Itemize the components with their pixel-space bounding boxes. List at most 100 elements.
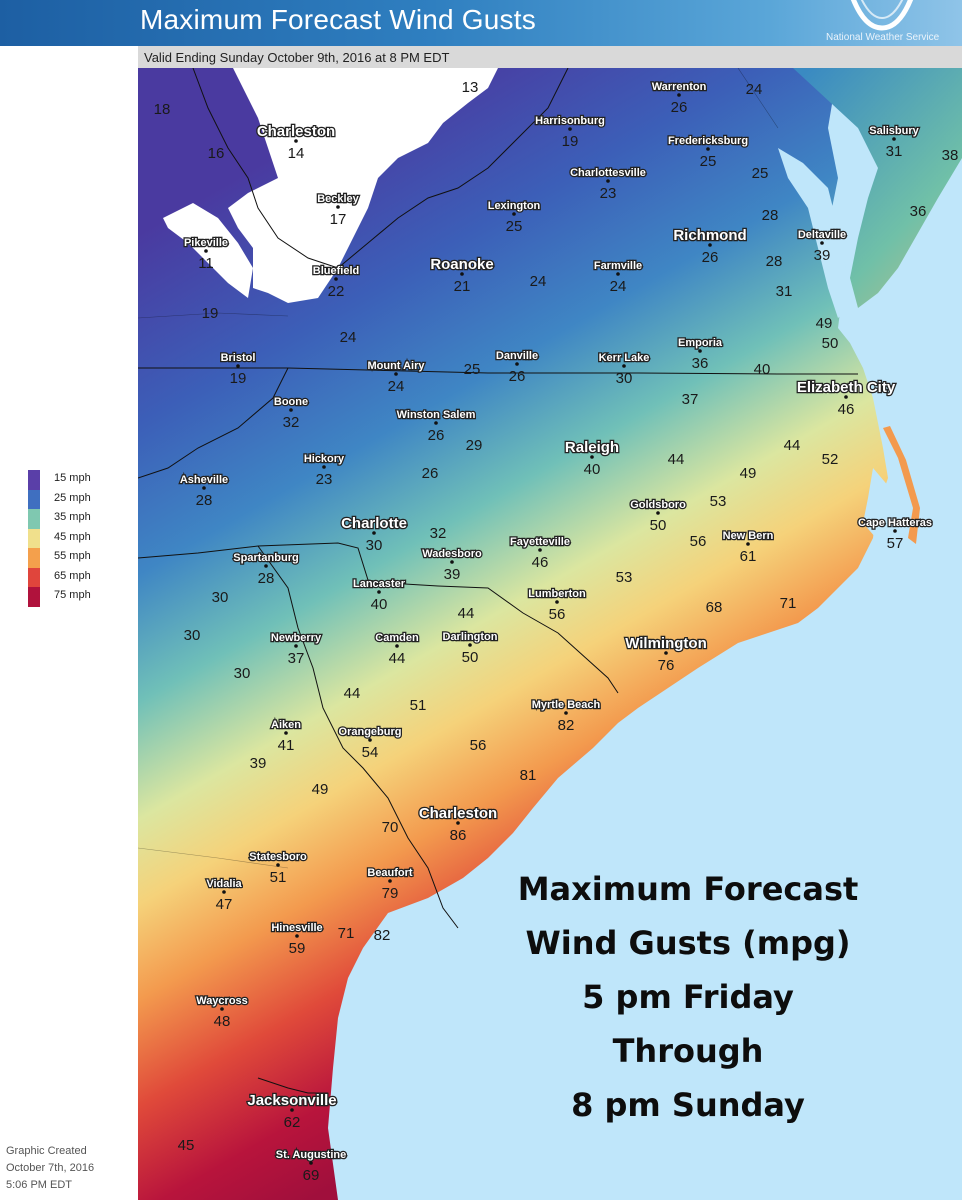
gust-value: 26 [702, 249, 719, 266]
gust-value: 14 [288, 145, 305, 162]
city-name: Orangeburg [339, 726, 402, 738]
gust-value: 44 [668, 451, 685, 468]
city-dot [664, 651, 668, 655]
city-marker: Myrtle Beach 82 [530, 698, 601, 734]
city-dot [844, 395, 848, 399]
legend-label: 35 mph [54, 511, 91, 523]
city-dot [568, 127, 572, 131]
gust-value: 56 [470, 737, 487, 754]
city-dot [368, 738, 372, 742]
city-name: Wadesboro [422, 548, 482, 560]
city-dot [434, 421, 438, 425]
city-marker: Hickory 23 [303, 452, 347, 488]
gust-value: 82 [558, 717, 575, 734]
pamlico-sound [863, 468, 898, 538]
city-dot [295, 934, 299, 938]
gust-value: 16 [208, 145, 225, 162]
gust-value: 46 [532, 554, 549, 571]
city-name: Spartanburg [233, 552, 298, 564]
city-marker: Vidalia 47 [205, 877, 244, 913]
city-dot [616, 272, 620, 276]
city-name: Roanoke [430, 256, 493, 273]
city-dot [289, 408, 293, 412]
city-name: Lumberton [528, 588, 586, 600]
city-dot [538, 548, 542, 552]
gust-value: 53 [710, 493, 727, 510]
legend-swatch [28, 528, 40, 548]
city-name: Charleston [257, 123, 335, 140]
city-marker: Hinesville 59 [270, 921, 324, 957]
created-line-1: Graphic Created [6, 1145, 87, 1157]
city-name: Charlotte [341, 515, 407, 532]
city-marker: Charleston 86 [418, 804, 499, 844]
city-dot [322, 465, 326, 469]
city-marker: Charleston 14 [256, 122, 337, 162]
gust-value: 45 [178, 1137, 195, 1154]
city-marker: Raleigh 40 [564, 438, 621, 478]
city-name: Aiken [271, 719, 301, 731]
city-name: Cape Hatteras [858, 517, 932, 529]
city-dot [336, 205, 340, 209]
city-marker: Aiken 41 [270, 718, 303, 754]
gust-value: 62 [284, 1114, 301, 1131]
color-legend: 15 mph 25 mph 35 mph 45 mph 55 mph 65 mph 75 m… [28, 470, 138, 607]
gust-value: 44 [458, 605, 475, 622]
city-marker: Waycross 48 [195, 994, 249, 1030]
gust-value: 40 [584, 461, 601, 478]
city-name: Vidalia [206, 878, 242, 890]
city-marker: Kerr Lake 30 [597, 351, 650, 387]
city-dot [512, 212, 516, 216]
city-marker: Deltaville 39 [797, 228, 848, 264]
city-dot [606, 179, 610, 183]
city-dot [220, 1007, 224, 1011]
city-marker: Beckley 17 [316, 192, 361, 228]
extra-values-layer: 18 16 13 24 38 36 28 25 28 31 24 19 24 49 50 40 37 44 52 44… [154, 79, 959, 1154]
gust-value: 53 [616, 569, 633, 586]
city-name: Lexington [488, 200, 541, 212]
city-marker: Beaufort 79 [366, 866, 414, 902]
city-marker: Newberry 37 [270, 631, 324, 667]
city-name: Statesboro [249, 851, 307, 863]
city-dot [372, 531, 376, 535]
gust-value: 31 [886, 143, 903, 160]
city-dot [456, 821, 460, 825]
city-layer: Warrenton 26 Harrisonburg 19 Fredericksburg 2… [179, 80, 934, 1184]
gust-value: 26 [671, 99, 688, 116]
gust-value: 71 [780, 595, 797, 612]
city-dot [656, 511, 660, 515]
gust-value: 38 [942, 147, 959, 164]
gust-value: 26 [509, 368, 526, 385]
city-marker: Roanoke 21 [429, 255, 495, 295]
gust-value: 28 [258, 570, 275, 587]
city-dot [450, 560, 454, 564]
city-dot [309, 1161, 313, 1165]
city-marker: Mount Airy 24 [366, 359, 427, 395]
gust-value: 25 [700, 153, 717, 170]
city-name: Farmville [594, 260, 642, 272]
created-line-3: 5:06 PM EDT [6, 1179, 73, 1191]
gust-value: 86 [450, 827, 467, 844]
city-dot [388, 879, 392, 883]
nws-logo-icon [850, 0, 914, 31]
gust-value: 82 [374, 927, 391, 944]
gust-value: 37 [288, 650, 305, 667]
city-marker: Pikeville 11 [183, 236, 230, 272]
legend-label: 25 mph [54, 491, 91, 504]
city-dot [236, 364, 240, 368]
gust-value: 29 [466, 437, 483, 454]
gust-value: 28 [766, 253, 783, 270]
city-marker: Statesboro 51 [248, 850, 308, 886]
created-line-2: October 7th, 2016 [6, 1162, 95, 1174]
gust-value: 24 [530, 273, 547, 290]
city-dot [677, 93, 681, 97]
city-name: Beckley [317, 193, 359, 205]
city-dot [708, 243, 712, 247]
city-marker: Elizabeth City 46 [796, 378, 898, 418]
gust-value: 24 [388, 378, 405, 395]
gust-value: 79 [382, 885, 399, 902]
gust-value: 25 [506, 218, 523, 235]
gust-value: 24 [610, 278, 627, 295]
gust-value: 57 [887, 535, 904, 552]
legend-row: 25 mph [28, 489, 138, 509]
legend-label: 75 mph [54, 589, 91, 601]
